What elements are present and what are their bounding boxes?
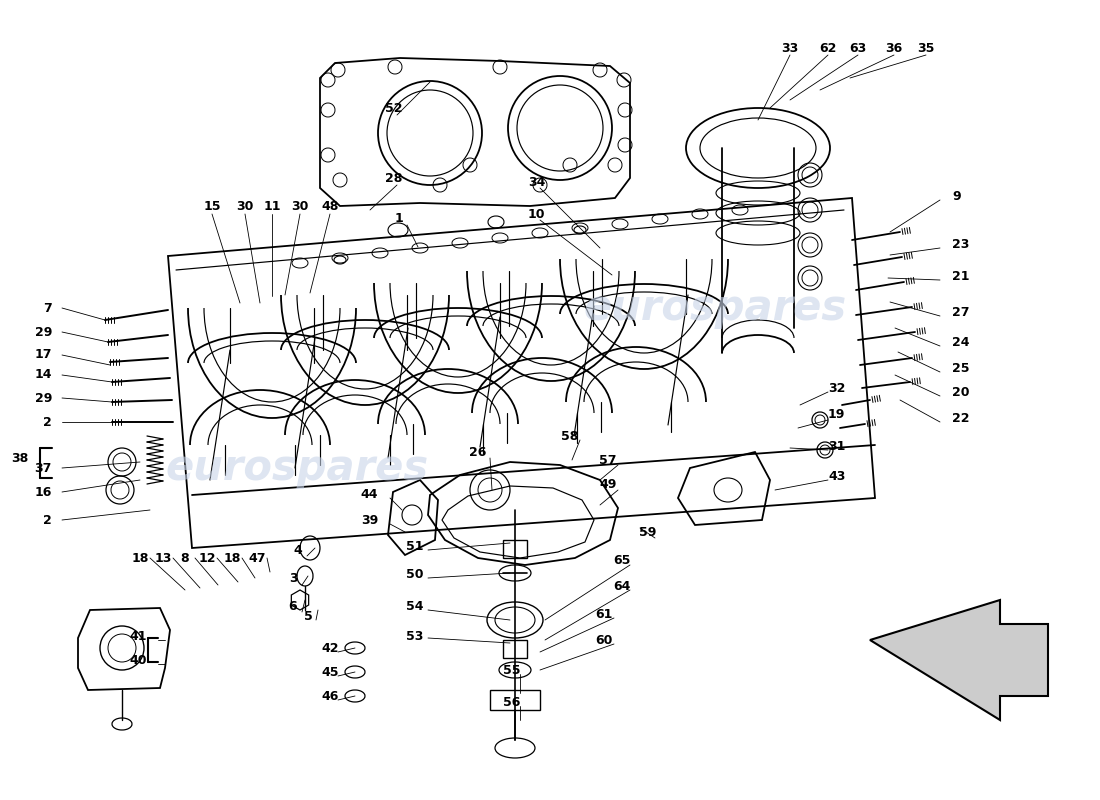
Text: 41: 41: [130, 630, 147, 643]
Text: 53: 53: [406, 630, 424, 642]
Text: 8: 8: [180, 551, 189, 565]
Text: 42: 42: [321, 642, 339, 654]
Text: 29: 29: [34, 326, 52, 338]
Text: 2: 2: [43, 415, 52, 429]
Text: 13: 13: [154, 551, 172, 565]
Text: 26: 26: [470, 446, 486, 458]
Text: 52: 52: [385, 102, 403, 114]
Text: 11: 11: [263, 201, 280, 214]
Text: 15: 15: [204, 201, 221, 214]
Text: 60: 60: [595, 634, 613, 646]
Text: 55: 55: [504, 663, 520, 677]
Text: 62: 62: [820, 42, 837, 54]
Text: 3: 3: [288, 571, 297, 585]
Text: 64: 64: [614, 579, 630, 593]
Text: 9: 9: [952, 190, 960, 202]
Text: 61: 61: [595, 607, 613, 621]
Text: 56: 56: [504, 697, 520, 710]
Text: 44: 44: [361, 487, 378, 501]
Text: 63: 63: [849, 42, 867, 54]
Text: 27: 27: [952, 306, 969, 318]
Text: 30: 30: [292, 201, 309, 214]
Text: 2: 2: [43, 514, 52, 526]
Text: 43: 43: [828, 470, 846, 482]
Text: 59: 59: [639, 526, 657, 539]
Text: 45: 45: [321, 666, 339, 678]
Text: 22: 22: [952, 411, 969, 425]
Text: 36: 36: [886, 42, 903, 54]
Text: 32: 32: [828, 382, 846, 394]
Text: 10: 10: [528, 207, 546, 221]
Text: 51: 51: [406, 541, 424, 554]
Text: 20: 20: [952, 386, 969, 398]
Text: 33: 33: [781, 42, 799, 54]
Text: 30: 30: [236, 201, 254, 214]
Text: 14: 14: [34, 369, 52, 382]
Text: 4: 4: [294, 543, 302, 557]
Text: 16: 16: [34, 486, 52, 498]
Text: eurospares: eurospares: [583, 287, 847, 329]
Text: 31: 31: [828, 441, 846, 454]
Text: 39: 39: [361, 514, 378, 526]
Text: 28: 28: [385, 171, 403, 185]
Text: 7: 7: [43, 302, 52, 314]
Text: 25: 25: [952, 362, 969, 374]
Text: 6: 6: [288, 599, 297, 613]
Text: 58: 58: [561, 430, 579, 442]
Text: 57: 57: [600, 454, 617, 466]
Text: 21: 21: [952, 270, 969, 282]
Text: 54: 54: [406, 599, 424, 613]
Text: 34: 34: [528, 175, 546, 189]
Text: 18: 18: [223, 551, 241, 565]
Text: 1: 1: [395, 211, 404, 225]
Text: 18: 18: [131, 551, 149, 565]
Text: 24: 24: [952, 335, 969, 349]
Text: 46: 46: [321, 690, 339, 703]
Text: 38: 38: [11, 451, 28, 465]
Text: 19: 19: [828, 409, 846, 422]
Text: 12: 12: [198, 551, 216, 565]
Text: 48: 48: [321, 201, 339, 214]
Text: eurospares: eurospares: [165, 447, 429, 489]
Text: 5: 5: [304, 610, 312, 622]
Text: 29: 29: [34, 391, 52, 405]
Polygon shape: [870, 600, 1048, 720]
Text: 50: 50: [406, 567, 424, 581]
Text: 23: 23: [952, 238, 969, 250]
Text: 35: 35: [917, 42, 935, 54]
Text: 65: 65: [614, 554, 630, 567]
Text: 17: 17: [34, 349, 52, 362]
Text: 47: 47: [249, 551, 266, 565]
Text: 40: 40: [130, 654, 147, 667]
Text: 49: 49: [600, 478, 617, 491]
Text: 37: 37: [34, 462, 52, 474]
